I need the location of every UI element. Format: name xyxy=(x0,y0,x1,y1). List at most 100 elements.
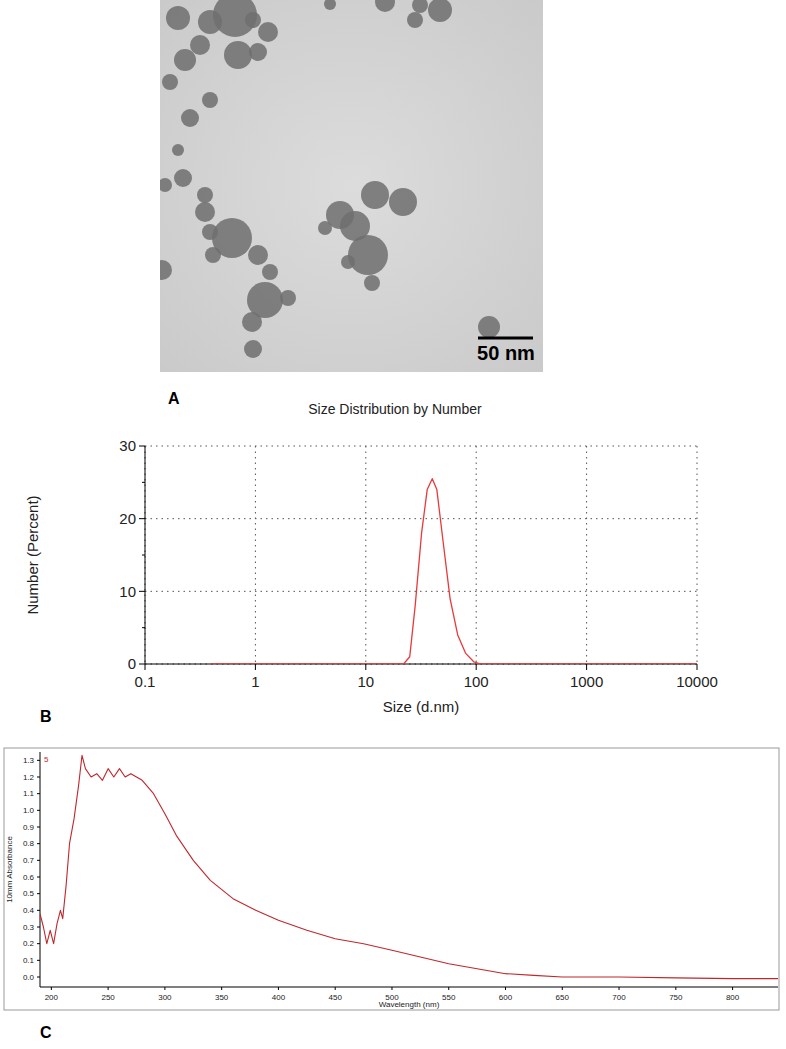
grid-line xyxy=(145,591,697,592)
plot-data xyxy=(211,479,697,664)
y-tick-label: 10 xyxy=(119,583,136,600)
particle xyxy=(198,10,222,34)
x-tick xyxy=(164,987,165,990)
particle xyxy=(162,74,178,90)
y-axis-title: 10mm Absorbance xyxy=(5,836,14,903)
x-tick xyxy=(448,987,449,990)
y-tick-label: 0 xyxy=(128,655,136,672)
x-tick-label: 10000 xyxy=(676,673,718,690)
y-tick-label: 1.3 xyxy=(23,756,35,765)
grid-line xyxy=(145,518,697,519)
y-tick-label: 1.2 xyxy=(23,773,35,782)
y-tick-label: 0.3 xyxy=(23,923,35,932)
chart-panel: 0.00.10.20.30.40.50.60.70.80.91.01.11.21… xyxy=(5,752,778,1009)
particle xyxy=(389,188,417,216)
particle xyxy=(242,312,262,332)
particle xyxy=(205,247,221,263)
grid-line xyxy=(586,446,587,664)
particle xyxy=(224,41,252,69)
y-tick-label: 0.4 xyxy=(23,906,35,915)
x-axis xyxy=(40,987,778,988)
y-tick xyxy=(37,960,40,961)
particles xyxy=(160,0,500,358)
y-tick-label: 0.7 xyxy=(23,856,35,865)
x-tick xyxy=(391,987,392,990)
minor-tick xyxy=(142,555,145,556)
particle xyxy=(412,0,428,13)
y-tick-label: 0.5 xyxy=(23,889,35,898)
scale-bar xyxy=(478,337,533,340)
particle xyxy=(166,6,190,30)
x-tick-label: 350 xyxy=(215,993,229,1002)
y-tick xyxy=(37,860,40,861)
particle xyxy=(364,275,380,291)
y-tick xyxy=(37,943,40,944)
tem-panel: 50 nm xyxy=(152,0,543,372)
grid-line xyxy=(365,446,366,664)
particle xyxy=(160,178,172,192)
particle xyxy=(174,169,192,187)
minor-tick xyxy=(142,482,145,483)
y-tick xyxy=(37,910,40,911)
x-tick xyxy=(255,664,256,670)
y-tick xyxy=(37,827,40,828)
x-tick xyxy=(221,987,222,990)
particle xyxy=(195,202,215,222)
particle xyxy=(478,316,500,338)
panel-letter: C xyxy=(40,1024,52,1041)
y-tick xyxy=(37,843,40,844)
y-tick xyxy=(37,777,40,778)
x-tick-label: 550 xyxy=(442,993,456,1002)
particle xyxy=(197,187,213,203)
x-tick-label: 1000 xyxy=(570,673,603,690)
particle xyxy=(202,224,218,240)
x-tick-label: 450 xyxy=(329,993,343,1002)
x-axis-title: Wavelength (nm) xyxy=(379,1000,440,1009)
chart-panel: 01020300.1110100100010000Size (d.nm)Numb… xyxy=(24,437,718,715)
scale-bar-label: 50 nm xyxy=(477,342,535,364)
plot-data xyxy=(40,755,778,978)
x-tick xyxy=(365,664,366,670)
x-tick-label: 10 xyxy=(357,673,374,690)
x-axis-title: Size (d.nm) xyxy=(383,698,460,715)
x-tick xyxy=(51,987,52,990)
particle xyxy=(245,12,261,28)
y-axis xyxy=(40,752,41,987)
y-tick-label: 0.0 xyxy=(23,973,35,982)
x-tick xyxy=(697,664,698,670)
data-line xyxy=(211,479,697,664)
grid-line xyxy=(255,446,256,664)
x-tick xyxy=(732,987,733,990)
x-tick xyxy=(476,664,477,670)
grid-line xyxy=(145,446,697,447)
particle xyxy=(341,255,355,269)
particle xyxy=(361,181,389,209)
x-tick-label: 800 xyxy=(726,993,740,1002)
particle xyxy=(160,260,172,280)
x-tick-label: 250 xyxy=(101,993,115,1002)
particle xyxy=(244,340,262,358)
particle xyxy=(202,92,218,108)
x-tick xyxy=(278,987,279,990)
figure: 50 nmASize Distribution by Number0102030… xyxy=(0,0,786,1049)
particle xyxy=(190,35,210,55)
panel-letter: B xyxy=(40,708,52,725)
particle xyxy=(248,245,268,265)
particle xyxy=(258,22,278,42)
minor-tick xyxy=(142,627,145,628)
y-tick xyxy=(139,664,145,665)
tem-background xyxy=(160,0,543,372)
x-tick xyxy=(505,987,506,990)
y-tick-label: 0.6 xyxy=(23,873,35,882)
x-tick xyxy=(675,987,676,990)
particle xyxy=(249,43,267,61)
grid-line xyxy=(476,446,477,664)
y-tick xyxy=(37,893,40,894)
y-tick xyxy=(139,518,145,519)
x-tick-label: 750 xyxy=(669,993,683,1002)
particle xyxy=(174,49,196,71)
particle xyxy=(428,0,452,22)
y-tick xyxy=(37,877,40,878)
particle xyxy=(262,264,278,280)
y-tick-label: 0.2 xyxy=(23,939,35,948)
